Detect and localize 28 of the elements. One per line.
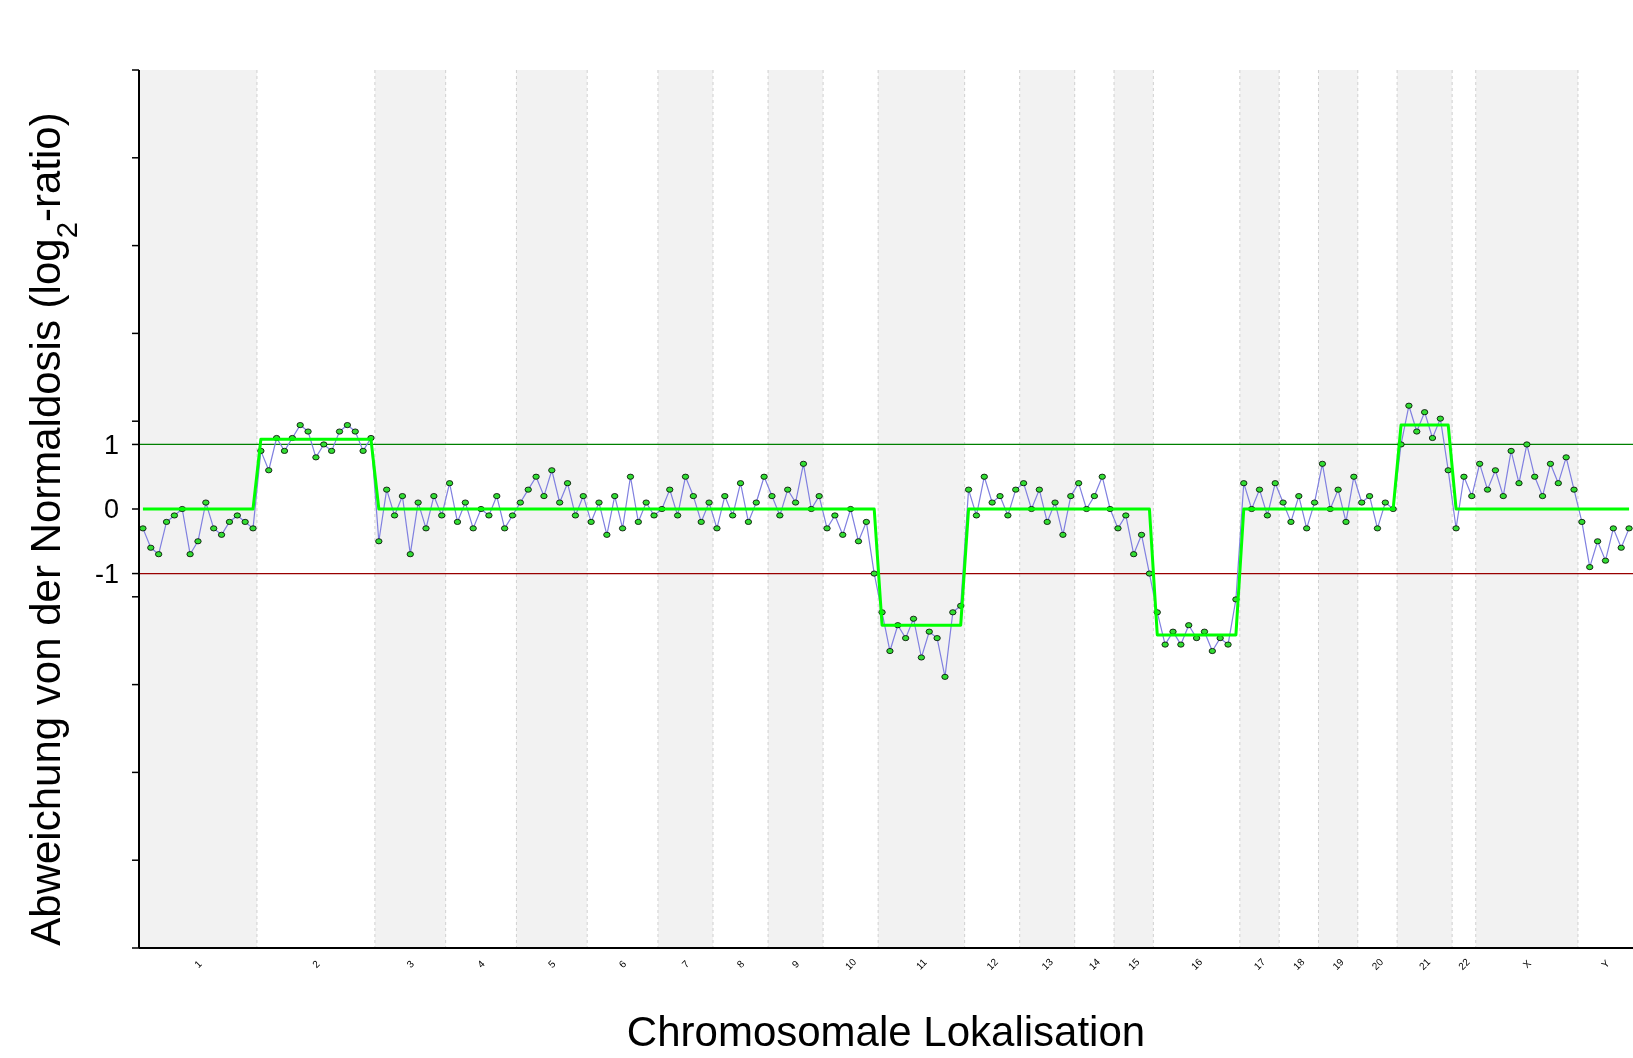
x-tick-label: 16 bbox=[1188, 955, 1205, 972]
x-tick-label: 2 bbox=[310, 957, 323, 970]
x-tick-label: 6 bbox=[616, 957, 629, 970]
x-tick-label: 21 bbox=[1416, 955, 1433, 972]
x-axis-title: Chromosomale Lokalisation bbox=[626, 1008, 1146, 1055]
y-tick-label: -1 bbox=[94, 559, 119, 590]
x-tick-label: 5 bbox=[545, 957, 558, 970]
x-tick-label: 17 bbox=[1251, 955, 1268, 972]
x-tick-label: 4 bbox=[475, 957, 488, 970]
x-tick-label: 22 bbox=[1456, 955, 1473, 972]
x-tick-label: 9 bbox=[789, 957, 802, 970]
x-tick-label: 3 bbox=[404, 957, 417, 970]
y-tick-label: 0 bbox=[103, 494, 119, 525]
x-tick-label: 7 bbox=[679, 957, 692, 970]
x-tick-label: 8 bbox=[734, 957, 747, 970]
y-tick-label: 1 bbox=[103, 429, 119, 460]
x-tick-label: 20 bbox=[1369, 955, 1386, 972]
x-tick-label: 18 bbox=[1290, 955, 1307, 972]
x-tick-label: 14 bbox=[1086, 955, 1103, 972]
x-tick-label: 12 bbox=[984, 955, 1001, 972]
x-tick-label: 15 bbox=[1125, 955, 1142, 972]
x-tick-label: Y bbox=[1599, 957, 1612, 971]
x-tick-label: X bbox=[1520, 957, 1534, 971]
x-tick-label: 10 bbox=[842, 955, 859, 972]
x-tick-label: 13 bbox=[1039, 955, 1056, 972]
x-tick-label: 19 bbox=[1330, 955, 1347, 972]
x-tick-label: 1 bbox=[192, 957, 205, 970]
x-tick-label: 11 bbox=[913, 956, 930, 972]
